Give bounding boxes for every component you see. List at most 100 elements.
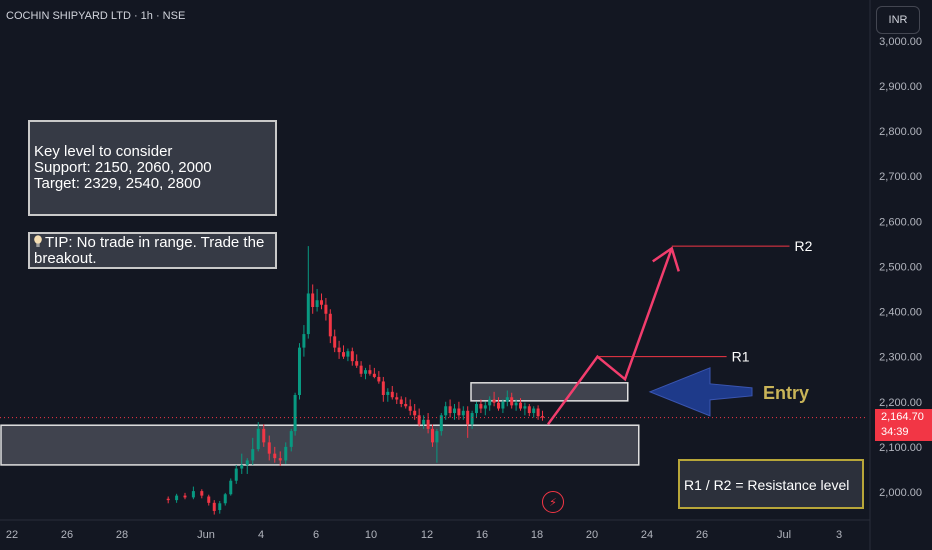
candle-body [324,304,328,314]
candle-body [422,419,426,425]
y-tick-label: 2,800.00 [879,126,922,138]
x-tick-label: 20 [586,529,598,541]
x-tick-label: Jun [197,529,215,541]
candle-body [536,408,540,417]
candle-body [166,498,170,501]
candle-body [315,300,319,308]
candle-body [479,404,483,409]
currency-button[interactable]: INR [876,6,920,34]
candle-body [488,399,492,406]
candle-body [289,431,293,447]
candle-body [191,491,195,498]
zones-layer [0,382,640,466]
key-levels-heading: Key level to consider [34,143,173,160]
flash-icon[interactable]: ⚡ [542,491,564,513]
candle-body [519,402,522,409]
candle-body [413,410,417,416]
candle-body [183,495,187,498]
x-tick-label: 3 [836,529,842,541]
y-tick-label: 2,900.00 [879,81,922,93]
candle-body [350,351,354,362]
candle-body [501,401,505,409]
y-tick-label: 2,400.00 [879,307,922,319]
x-axis: 22 26 28 Jun 4 6 10 12 16 18 20 24 26 Jul 3 [0,519,870,541]
candle-body [207,496,211,503]
candle-body [364,370,367,374]
resistance-legend-text: R1 / R2 = Resistance level [684,477,850,493]
x-tick-label: 24 [641,529,653,541]
x-tick-label: 10 [365,529,377,541]
x-tick-label: 16 [476,529,488,541]
candle-body [346,351,350,357]
candle-body [435,431,439,443]
y-tick-label: 2,500.00 [879,261,922,273]
candle-body [417,415,421,425]
arrow-left-icon [648,367,753,417]
projection-path [546,247,673,426]
candle-body [444,406,448,416]
resistance-zone [470,382,629,402]
candle-body [240,464,244,469]
candle-body [399,399,403,405]
candle-body [223,494,227,504]
candle-body [386,391,390,395]
last-price: 2,164.70 [881,411,924,423]
candle-body [293,394,297,432]
candle-body [311,293,315,308]
tip-note[interactable]: TIP: No trade in range. Trade the breako… [28,232,277,269]
candle-body [426,419,430,429]
candle-body [510,397,514,406]
candle-body [541,416,544,418]
candle-body [368,370,372,374]
candle-body [457,408,461,416]
support-zone [0,424,640,466]
candle-body [439,415,443,432]
lightbulb-icon [34,235,42,247]
candle-body [390,391,394,398]
candle-body [359,365,363,374]
candle-body [284,446,288,461]
candle-body [355,361,359,366]
x-tick-label: 26 [61,529,73,541]
candle-body [267,442,271,454]
candle-body [342,352,345,357]
level-label-r2: R2 [795,238,813,254]
candle-body [381,381,385,395]
candle-body [175,495,179,501]
x-tick-label: 12 [421,529,433,541]
candle-body [306,293,310,335]
level-label-r1: R1 [732,349,750,365]
candle-body [229,480,233,495]
candle-body [262,428,266,443]
x-tick-label: 6 [313,529,319,541]
candle-body [497,402,500,409]
symbol-title[interactable]: COCHIN SHIPYARD LTD · 1h · NSE [6,10,186,22]
candle-body [234,468,238,481]
candle-body [453,408,456,414]
candle-body [532,408,536,414]
candle-body [470,413,474,425]
candle-body [408,406,412,411]
tip-text: TIP: No trade in range. Trade the breako… [34,234,265,267]
candle-body [256,428,260,450]
candle-body [337,347,341,353]
y-tick-label: 3,000.00 [879,36,922,48]
candle-body [278,458,282,461]
projection-arrowhead [652,246,680,272]
candle-body [514,402,518,406]
candle-body [527,406,531,414]
candle-body [475,404,478,414]
candle-body [523,406,527,409]
x-tick-label: 4 [258,529,264,541]
y-tick-label: 2,300.00 [879,352,922,364]
candle-body [395,397,399,400]
key-levels-note[interactable]: Key level to consider Support: 2150, 206… [28,120,277,216]
candle-body [377,376,381,382]
x-tick-label: 18 [531,529,543,541]
y-tick-label: 2,700.00 [879,171,922,183]
candle-body [212,502,216,511]
candle-body [273,453,277,459]
candle-body [461,410,465,416]
resistance-legend-note[interactable]: R1 / R2 = Resistance level [678,459,864,509]
